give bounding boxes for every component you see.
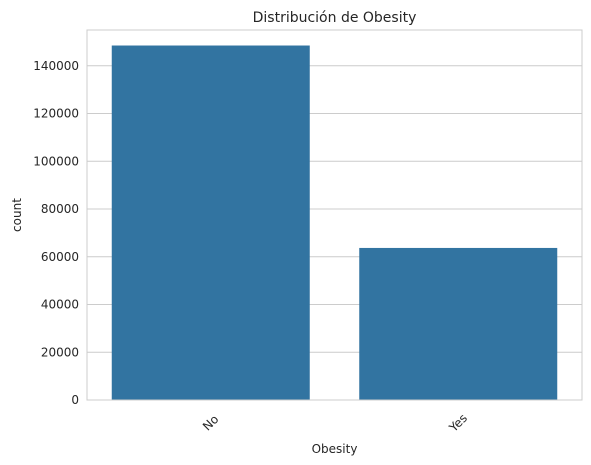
y-tick-label: 60000 bbox=[41, 250, 79, 264]
x-tick-label: No bbox=[200, 412, 221, 433]
bar-yes bbox=[359, 247, 558, 400]
y-tick-label: 120000 bbox=[33, 107, 79, 121]
x-tick-label: Yes bbox=[446, 411, 470, 435]
y-axis-ticks: 0 20000 40000 60000 80000 100000 120000 140000 bbox=[33, 59, 79, 407]
y-tick-label: 140000 bbox=[33, 59, 79, 73]
bar-no bbox=[111, 45, 310, 401]
y-tick-label: 100000 bbox=[33, 154, 79, 168]
y-tick-label: 80000 bbox=[41, 202, 79, 216]
y-tick-label: 40000 bbox=[41, 298, 79, 312]
y-axis-label: count bbox=[10, 198, 24, 232]
x-axis-ticks: No Yes bbox=[200, 411, 470, 435]
y-tick-label: 0 bbox=[71, 393, 79, 407]
chart-title: Distribución de Obesity bbox=[253, 10, 417, 26]
y-tick-label: 20000 bbox=[41, 345, 79, 359]
bars bbox=[111, 45, 558, 401]
plot-frame bbox=[86, 29, 583, 401]
x-axis-label: Obesity bbox=[312, 442, 358, 456]
